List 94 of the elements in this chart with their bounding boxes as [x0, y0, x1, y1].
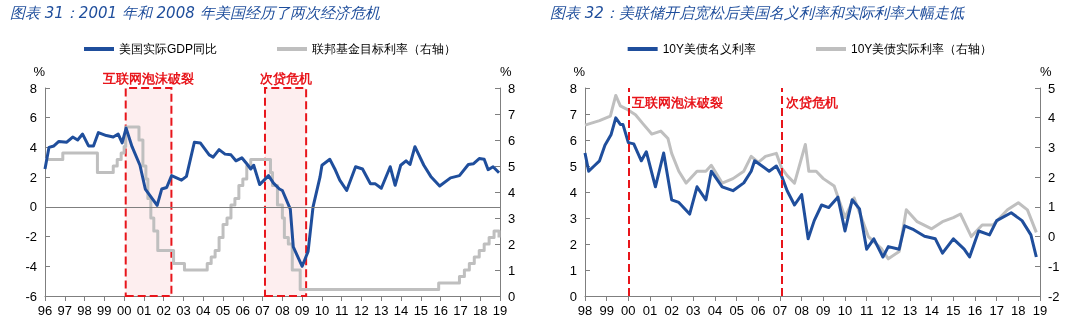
y-tick-label: 3 — [569, 210, 577, 226]
x-tick-label: 03 — [686, 303, 701, 318]
x-tick-label: 13 — [374, 303, 389, 318]
y-tick-label: 0 — [569, 288, 577, 304]
y-tick-label: 4 — [569, 184, 577, 200]
y-tick-label: 7 — [569, 106, 577, 122]
x-tick-label: 04 — [196, 303, 211, 318]
legend-label: 10Y美债实际利率（右轴） — [851, 42, 993, 56]
y2-tick-label: 1 — [1048, 199, 1056, 215]
x-tick-label: 05 — [729, 303, 744, 318]
x-tick-label: 06 — [751, 303, 766, 318]
x-tick-label: 97 — [57, 303, 73, 318]
x-tick-label: 15 — [413, 303, 429, 318]
x-tick-label: 17 — [989, 303, 1004, 318]
x-tick-label: 00 — [116, 303, 132, 318]
y-tick-label: 6 — [569, 132, 577, 148]
y2-tick-label: 1 — [508, 262, 516, 278]
legend-label: 10Y美债名义利率 — [662, 42, 757, 56]
x-tick-label: 14 — [393, 303, 409, 318]
y-tick-label: -6 — [25, 288, 37, 304]
y-tick-label: 1 — [569, 262, 577, 278]
y2-axis-title: % — [500, 64, 512, 79]
x-tick-label: 08 — [275, 303, 290, 318]
y-tick-label: 8 — [569, 80, 577, 96]
band-label: 互联网泡沫破裂 — [102, 71, 195, 86]
ref-line-label: 次贷危机 — [785, 95, 838, 111]
x-tick-label: 98 — [77, 303, 92, 318]
x-tick-label: 07 — [255, 303, 270, 318]
x-tick-label: 09 — [816, 303, 831, 318]
y2-tick-label: 8 — [508, 80, 516, 96]
x-tick-label: 06 — [235, 303, 251, 318]
x-tick-label: 01 — [136, 303, 152, 318]
y-tick-label: 8 — [29, 80, 37, 96]
y-tick-label: 5 — [569, 158, 577, 174]
y-tick-label: 2 — [29, 169, 37, 185]
x-tick-label: 01 — [642, 303, 658, 318]
x-tick-label: 18 — [1011, 303, 1026, 318]
y-axis-title: % — [573, 64, 586, 79]
x-tick-label: 03 — [176, 303, 191, 318]
x-tick-label: 19 — [492, 303, 508, 318]
x-tick-label: 96 — [37, 303, 53, 318]
y2-tick-label: 3 — [508, 210, 516, 226]
x-tick-label: 05 — [215, 303, 231, 318]
legend-label: 联邦基金目标利率（右轴） — [312, 42, 456, 56]
x-tick-label: 17 — [453, 303, 468, 318]
x-tick-label: 19 — [1032, 303, 1048, 318]
ref-line-label: 互联网泡沫破裂 — [631, 95, 724, 111]
y2-tick-label: 4 — [508, 184, 516, 200]
x-tick-label: 02 — [156, 303, 171, 318]
x-tick-label: 00 — [621, 303, 636, 318]
y2-tick-label: 5 — [508, 158, 516, 174]
y-tick-label: 4 — [29, 139, 37, 155]
x-tick-label: 13 — [902, 303, 918, 318]
chart-title: 图表 32：美联储开启宽松后美国名义利率和实际利率大幅走低 — [550, 4, 964, 23]
x-tick-label: 14 — [924, 303, 939, 318]
y-tick-label: -4 — [25, 258, 37, 274]
y2-tick-label: 0 — [508, 288, 516, 304]
legend-label: 美国实际GDP同比 — [119, 42, 218, 56]
y2-tick-label: 5 — [1048, 80, 1056, 96]
y2-tick-label: 2 — [508, 236, 516, 252]
x-tick-label: 16 — [433, 303, 448, 318]
x-tick-label: 99 — [97, 303, 112, 318]
x-tick-label: 04 — [707, 303, 723, 318]
y2-tick-label: 2 — [1048, 169, 1056, 185]
y-tick-label: 6 — [29, 110, 37, 126]
x-tick-label: 18 — [472, 303, 488, 318]
y2-tick-label: -1 — [1048, 258, 1060, 274]
x-tick-label: 07 — [772, 303, 788, 318]
x-tick-label: 12 — [881, 303, 896, 318]
x-tick-label: 99 — [599, 303, 614, 318]
x-tick-label: 12 — [354, 303, 369, 318]
x-tick-label: 10 — [837, 303, 853, 318]
y-axis-title: % — [33, 64, 46, 79]
x-tick-label: 11 — [859, 303, 874, 318]
y2-tick-label: -2 — [1048, 288, 1060, 304]
y-tick-label: 0 — [29, 199, 37, 215]
y2-tick-label: 0 — [1048, 229, 1056, 245]
y2-tick-label: 3 — [1048, 139, 1056, 155]
y2-tick-label: 6 — [508, 132, 516, 148]
band-label: 次贷危机 — [259, 71, 312, 86]
y2-tick-label: 7 — [508, 106, 516, 122]
x-tick-label: 10 — [314, 303, 330, 318]
x-tick-label: 11 — [334, 303, 349, 318]
y-tick-label: -2 — [25, 229, 37, 245]
x-tick-label: 15 — [946, 303, 961, 318]
y2-tick-label: 4 — [1048, 110, 1056, 126]
x-tick-label: 09 — [294, 303, 310, 318]
x-tick-label: 16 — [967, 303, 983, 318]
y2-axis-title: % — [1040, 64, 1052, 79]
y-tick-label: 2 — [569, 236, 577, 252]
x-tick-label: 02 — [664, 303, 679, 318]
x-tick-label: 08 — [794, 303, 809, 318]
chart-title: 图表 31：2001 年和 2008 年美国经历了两次经济危机 — [10, 4, 380, 23]
x-tick-label: 98 — [577, 303, 593, 318]
